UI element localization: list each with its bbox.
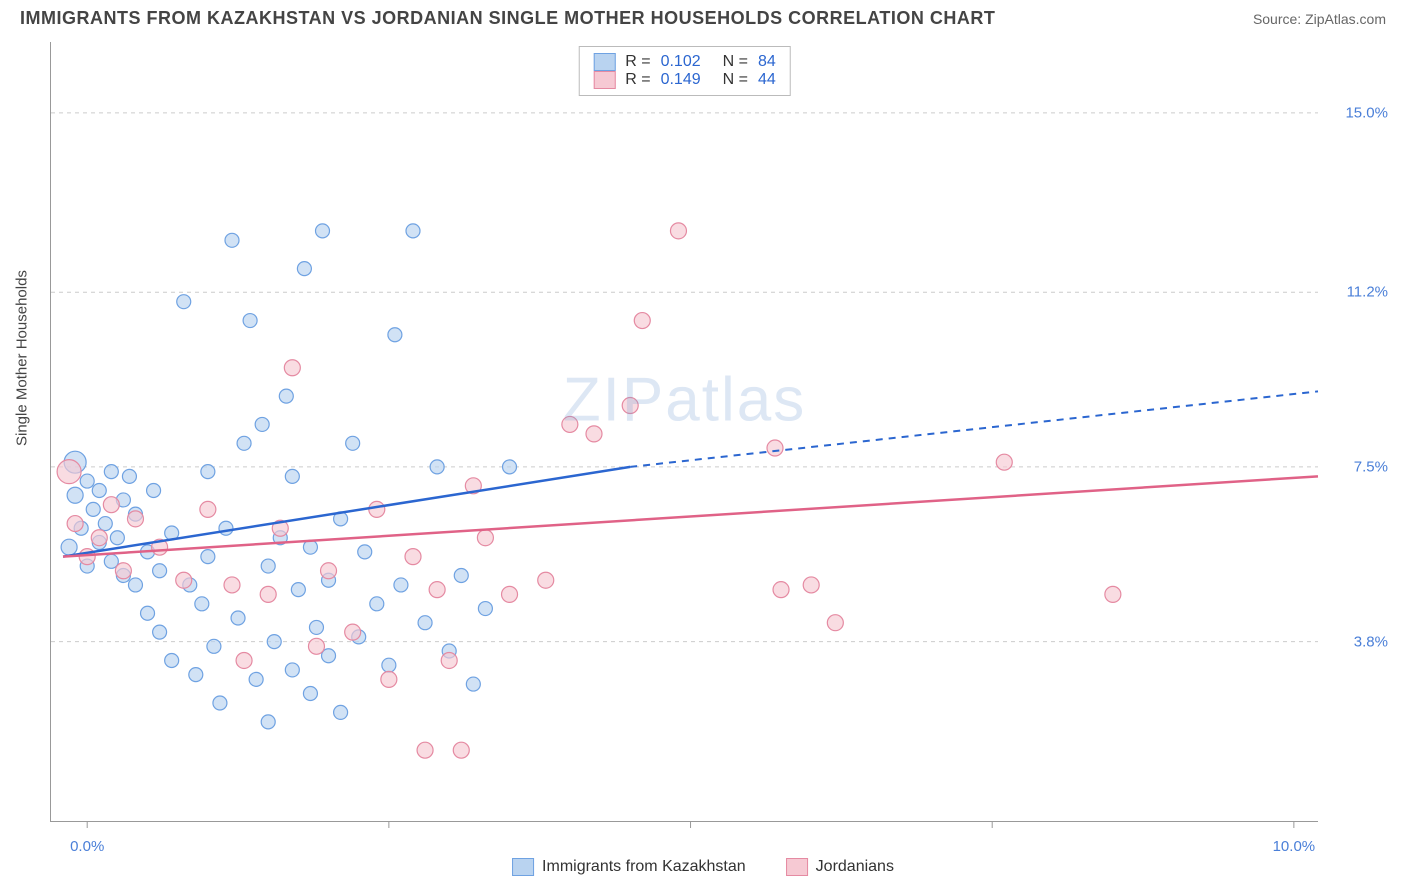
legend-series-label: Jordanians — [816, 858, 894, 876]
legend-swatch — [786, 858, 808, 876]
legend-series-item: Jordanians — [786, 858, 894, 876]
x-tick-label: 10.0% — [1273, 838, 1316, 855]
chart-title: IMMIGRANTS FROM KAZAKHSTAN VS JORDANIAN … — [20, 8, 995, 29]
series-legend: Immigrants from Kazakhstan Jordanians — [512, 858, 894, 876]
y-tick-label: 7.5% — [1328, 458, 1388, 475]
y-tick-label: 11.2% — [1328, 284, 1388, 301]
scatter-svg — [51, 42, 1318, 821]
y-tick-label: 3.8% — [1328, 633, 1388, 650]
chart-header: IMMIGRANTS FROM KAZAKHSTAN VS JORDANIAN … — [0, 0, 1406, 35]
legend-series-item: Immigrants from Kazakhstan — [512, 858, 746, 876]
legend-swatch — [593, 53, 615, 71]
chart-plot-area: ZIPatlas R =0.102N =84R =0.149N =44 3.8%… — [50, 42, 1318, 822]
y-tick-label: 15.0% — [1328, 104, 1388, 121]
legend-series-label: Immigrants from Kazakhstan — [542, 858, 746, 876]
legend-swatch — [512, 858, 534, 876]
legend-stat-row: R =0.102N =84 — [593, 53, 776, 71]
legend-swatch — [593, 71, 615, 89]
x-tick-label: 0.0% — [70, 838, 104, 855]
y-axis-label: Single Mother Households — [14, 270, 31, 446]
correlation-legend: R =0.102N =84R =0.149N =44 — [578, 46, 791, 96]
chart-source: Source: ZipAtlas.com — [1253, 11, 1386, 27]
legend-stat-row: R =0.149N =44 — [593, 71, 776, 89]
